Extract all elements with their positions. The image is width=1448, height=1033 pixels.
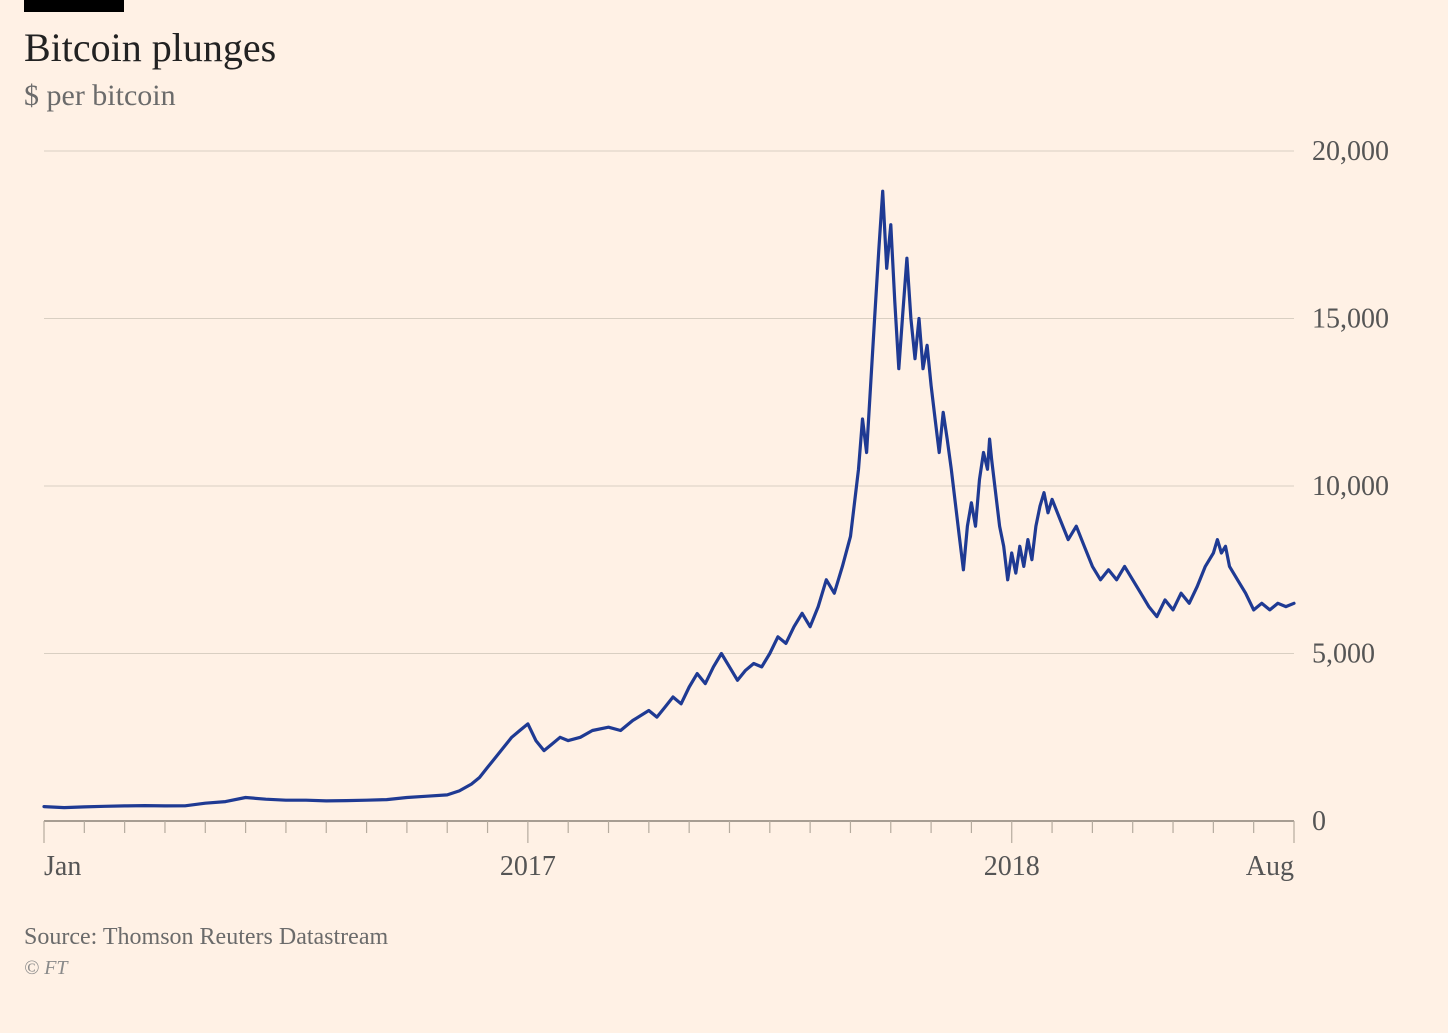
chart-title: Bitcoin plunges [24, 24, 1424, 71]
chart-area: 0 5,000 10,000 15,000 20,000 Jan 2017 2018 Aug [24, 141, 1424, 906]
y-axis-label: 0 [1312, 806, 1326, 837]
y-axis-label: 20,000 [1312, 141, 1389, 167]
chart-source: Source: Thomson Reuters Datastream [24, 924, 1424, 951]
x-axis-label: 2018 [984, 851, 1040, 882]
line-chart-svg: 0 5,000 10,000 15,000 20,000 Jan 2017 2018 Aug [24, 141, 1424, 901]
x-axis-label: Jan [44, 851, 81, 882]
y-axis-label: 15,000 [1312, 304, 1389, 335]
y-axis-label: 10,000 [1312, 471, 1389, 502]
price-line [44, 191, 1294, 807]
chart-copyright: © FT [24, 957, 1424, 980]
chart-subtitle: $ per bitcoin [24, 79, 1424, 113]
x-axis-label: Aug [1246, 851, 1294, 882]
brand-bar [24, 0, 124, 12]
x-axis-label: 2017 [500, 851, 556, 882]
y-axis-label: 5,000 [1312, 639, 1375, 670]
